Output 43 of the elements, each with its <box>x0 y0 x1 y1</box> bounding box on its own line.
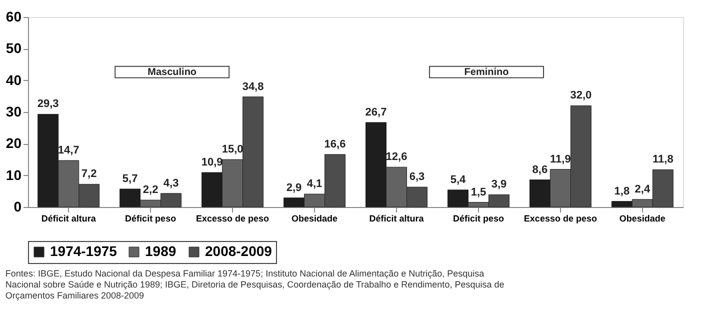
y-tick-label: 0 <box>14 198 22 214</box>
legend-label: 1989 <box>145 243 176 259</box>
y-tick-label: 60 <box>6 8 22 24</box>
data-label: 12,6 <box>386 151 408 164</box>
y-tick-label: 10 <box>6 166 22 183</box>
annotation: Feminino <box>464 67 509 78</box>
data-label: 3,9 <box>491 178 507 191</box>
data-label: 5,7 <box>122 172 138 185</box>
data-label: 8,6 <box>532 164 548 176</box>
x-tick-label: Déficit peso <box>125 214 177 224</box>
data-label: 11,9 <box>550 153 571 166</box>
x-tick-label: Déficit peso <box>452 214 504 224</box>
y-tick-label: 50 <box>6 40 22 56</box>
data-label: 2,9 <box>286 182 302 194</box>
x-tick-label: Déficit altura <box>41 214 97 224</box>
data-label: 5,4 <box>450 174 466 186</box>
data-label: 4,1 <box>306 178 322 190</box>
data-label: 34,8 <box>242 80 264 93</box>
y-tick-label: 20 <box>6 135 22 152</box>
data-label: 11,8 <box>652 154 674 166</box>
x-tick-label: Obesidade <box>619 214 666 224</box>
data-label: 6,3 <box>409 171 425 184</box>
data-label: 2,4 <box>634 183 651 196</box>
data-label: 16,6 <box>324 138 346 150</box>
annotation: Masculino <box>148 67 197 78</box>
data-label: 32,0 <box>570 90 592 102</box>
y-tick-label: 30 <box>6 104 22 120</box>
data-label: 1,8 <box>614 185 630 198</box>
y-tick-label: 40 <box>6 72 22 88</box>
data-label: 29,3 <box>37 98 59 110</box>
x-tick-label: Excesso de peso <box>196 214 270 224</box>
data-label: 14,7 <box>58 144 80 156</box>
data-label: 2,2 <box>142 184 158 196</box>
legend-label: 2008-2009 <box>205 243 272 259</box>
data-label: 1,5 <box>470 186 486 198</box>
x-tick-label: Excesso de peso <box>524 214 598 224</box>
x-tick-label: Obesidade <box>292 214 338 224</box>
data-label: 26,7 <box>365 106 387 118</box>
text: Fontes: IBGE, Estudo Nacional da Despesa Familiar 1974-1975; Instituto Nacional de Alimentação e Nutrição, Pesquisa Nacional sobre Saúde e Nutrição 1989; IBGE, Diretoria de Pesquisas, Coordenação de Trabalho e Rendimento, Pesquisa de Orçamentos Familiares 2008-2009 <box>5 268 504 300</box>
data-label: 7,2 <box>81 168 97 180</box>
x-tick-label: Déficit altura <box>369 214 425 224</box>
data-label: 4,3 <box>163 177 179 190</box>
legend-label: 1974-1975 <box>50 243 118 259</box>
